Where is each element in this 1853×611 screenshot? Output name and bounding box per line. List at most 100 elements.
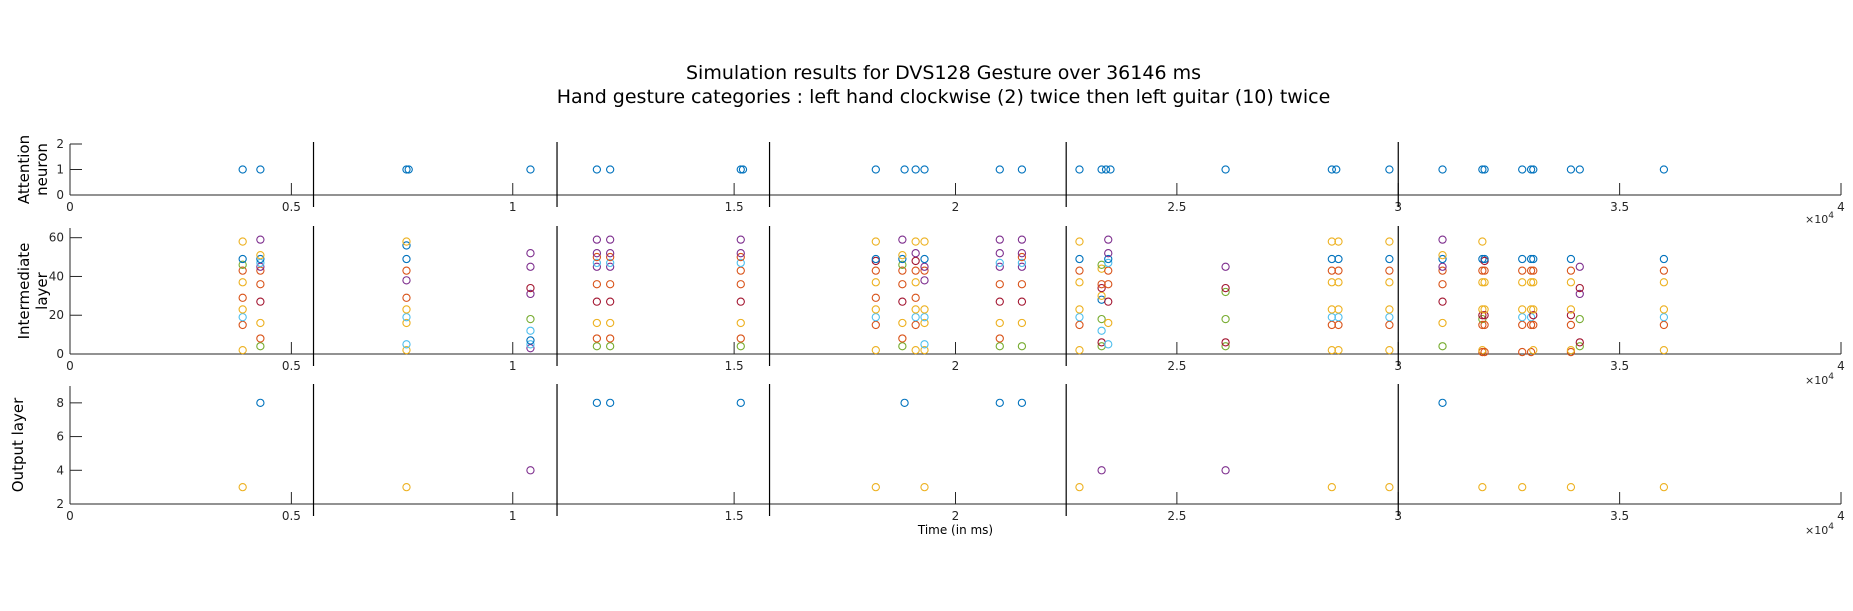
data-point: [402, 345, 411, 355]
data-point: [1480, 347, 1489, 357]
data-point: [1017, 297, 1027, 306]
x-tick-label: 1: [509, 200, 517, 214]
data-point: [1334, 345, 1343, 355]
data-point: [402, 318, 411, 328]
data-point: [1526, 278, 1536, 287]
data-point: [1526, 266, 1536, 275]
data-point: [1334, 254, 1343, 264]
data-point: [1575, 338, 1584, 347]
data-point: [526, 326, 535, 335]
data-point: [592, 342, 602, 351]
data-point: [592, 262, 602, 271]
data-point: [238, 260, 247, 269]
data-point: [402, 241, 411, 250]
data-point: [1478, 165, 1487, 174]
x-tick-label: 3.5: [1610, 200, 1629, 214]
x-tick-label: 4: [1837, 359, 1845, 373]
data-point: [1385, 482, 1394, 492]
data-point: [736, 258, 745, 268]
x-tick-label: 0: [66, 200, 74, 214]
data-point: [606, 280, 615, 289]
data-point: [898, 254, 907, 264]
data-point: [606, 235, 615, 244]
data-point: [995, 398, 1004, 408]
data-point: [238, 278, 247, 287]
data-point: [1334, 305, 1343, 314]
x-tick-label: 0.5: [282, 509, 301, 523]
data-point: [1438, 235, 1447, 244]
data-point: [1017, 398, 1027, 408]
data-point: [736, 342, 745, 351]
data-point: [736, 398, 745, 408]
x-exponent-label: ×104: [1805, 211, 1834, 226]
data-point: [238, 345, 247, 355]
data-point: [995, 297, 1004, 306]
data-point: [871, 278, 880, 287]
data-point: [1518, 165, 1527, 174]
data-point: [1478, 482, 1487, 492]
y-axis-label: Attentionneuron: [15, 135, 51, 204]
x-tick-label: 1.5: [725, 509, 744, 523]
data-point: [1518, 482, 1527, 492]
x-tick-label: 2: [952, 359, 960, 373]
data-point: [871, 293, 880, 302]
data-point: [1017, 165, 1027, 174]
data-point: [871, 305, 880, 314]
data-point: [1017, 249, 1027, 258]
data-point: [606, 258, 615, 268]
data-point: [995, 318, 1004, 328]
data-point: [736, 297, 745, 306]
data-point: [1529, 311, 1538, 320]
data-point: [1478, 345, 1487, 355]
data-point: [1575, 314, 1584, 324]
data-point: [1097, 326, 1106, 335]
data-point: [402, 305, 411, 314]
data-point: [606, 342, 615, 351]
data-point: [1104, 249, 1113, 258]
data-point: [1438, 398, 1447, 408]
y-axis-label: Intermediatelayer: [15, 243, 51, 340]
data-point: [526, 314, 535, 324]
data-point: [736, 334, 745, 343]
data-point: [256, 280, 265, 289]
data-point: [1097, 291, 1106, 300]
data-point: [1075, 165, 1084, 174]
x-tick-label: 1.5: [725, 200, 744, 214]
data-point: [1529, 165, 1538, 174]
data-point: [1575, 283, 1584, 293]
data-point: [1478, 237, 1487, 246]
y-axis-label: Output layer: [9, 397, 27, 492]
data-point: [1221, 342, 1230, 351]
data-point: [404, 165, 413, 174]
data-point: [256, 398, 265, 408]
data-point: [911, 165, 920, 174]
y-tick-label: 6: [56, 430, 64, 444]
data-point: [1017, 262, 1027, 271]
data-point: [526, 336, 535, 345]
data-point: [911, 293, 920, 302]
data-point: [1438, 250, 1447, 260]
data-point: [526, 289, 535, 299]
data-point: [1529, 345, 1538, 355]
data-point: [1575, 289, 1584, 299]
data-point: [606, 252, 615, 262]
data-point: [1221, 287, 1230, 297]
data-point: [898, 280, 907, 289]
data-point: [256, 266, 265, 275]
data-point: [1075, 254, 1084, 264]
data-point: [1334, 313, 1343, 322]
data-point: [1017, 342, 1027, 351]
x-tick-label: 0: [66, 509, 74, 523]
data-point: [995, 280, 1004, 289]
data-point: [1659, 278, 1669, 287]
data-point: [898, 266, 907, 275]
data-point: [1480, 305, 1489, 314]
data-point: [238, 293, 247, 302]
data-point: [736, 266, 745, 275]
data-point: [526, 340, 535, 349]
data-point: [1575, 262, 1584, 271]
data-point: [736, 235, 745, 244]
data-point: [526, 283, 535, 293]
data-point: [526, 262, 535, 271]
data-point: [1566, 482, 1576, 492]
